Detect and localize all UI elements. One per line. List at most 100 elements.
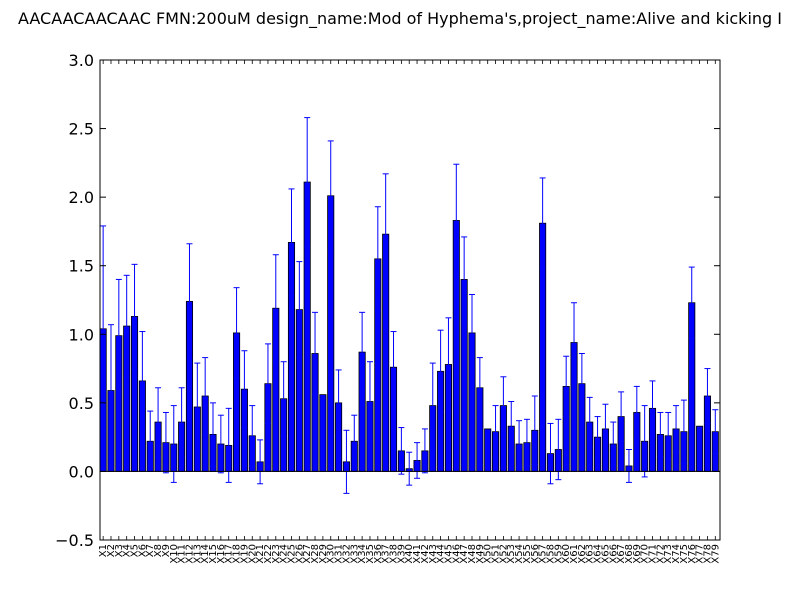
x-tick-label: X10 xyxy=(169,544,180,564)
x-tick-label: X52 xyxy=(498,544,509,564)
error-bar-X28 xyxy=(312,311,319,396)
error-bar-X1 xyxy=(100,225,107,433)
x-tick-label: X21 xyxy=(255,544,266,564)
x-tick-label: X8 xyxy=(153,544,164,557)
x-tick-label: X22 xyxy=(263,544,274,564)
error-bar-X16 xyxy=(217,414,224,474)
error-bar-X30 xyxy=(327,140,334,252)
x-tick-label: X16 xyxy=(216,544,227,564)
error-bar-X6 xyxy=(139,331,146,431)
x-tick-label: X35 xyxy=(365,544,376,564)
x-tick-label: X9 xyxy=(161,544,172,557)
error-bar-X33 xyxy=(351,414,358,468)
error-bar-X46 xyxy=(453,163,460,278)
error-bar-X35 xyxy=(366,361,373,442)
error-bar-X2 xyxy=(107,324,114,457)
error-bar-X12 xyxy=(186,243,193,360)
error-bar-X21 xyxy=(257,439,264,485)
bar-X29 xyxy=(319,394,327,472)
x-tick-label: X76 xyxy=(687,544,698,564)
x-tick-label: X44 xyxy=(436,544,447,564)
x-tick-label: X53 xyxy=(506,544,517,564)
bar-X77 xyxy=(696,425,704,472)
x-tick-label: X46 xyxy=(451,544,462,564)
error-bar-X75 xyxy=(680,399,687,464)
error-bar-X4 xyxy=(123,274,130,378)
error-bar-X49 xyxy=(476,357,483,419)
x-tick-label: X42 xyxy=(420,544,431,564)
error-bar-X23 xyxy=(272,254,279,363)
error-bar-X3 xyxy=(115,278,122,393)
x-tick-label: X43 xyxy=(428,544,439,564)
error-bar-X11 xyxy=(178,387,185,457)
error-bar-X53 xyxy=(508,400,515,452)
error-bar-X27 xyxy=(304,117,311,248)
error-bar-X44 xyxy=(437,329,444,413)
error-bar-X73 xyxy=(665,411,672,460)
error-bar-X18 xyxy=(233,287,240,379)
x-tick-label: X49 xyxy=(475,544,486,564)
x-tick-label: X7 xyxy=(145,544,156,557)
x-tick-label: X12 xyxy=(184,544,195,564)
error-bar-X31 xyxy=(335,369,342,437)
x-tick-label: X6 xyxy=(137,544,148,557)
x-tick-label: X56 xyxy=(530,544,541,564)
y-tick-label: 1.0 xyxy=(69,325,94,344)
x-tick-label: X61 xyxy=(569,544,580,564)
x-tick-label: X57 xyxy=(538,544,549,564)
x-tick-label: X26 xyxy=(294,544,305,564)
error-bar-X14 xyxy=(202,357,209,435)
error-bar-X55 xyxy=(523,418,530,467)
error-bar-X66 xyxy=(610,421,617,467)
x-tick-label: X58 xyxy=(545,544,556,564)
error-bar-X57 xyxy=(539,177,546,269)
y-axis: −0.5 0.0 0.5 1.0 1.5 2.0 2.5 3.0 xyxy=(55,51,720,550)
x-tick-label: X2 xyxy=(106,544,117,557)
x-tick-label: X5 xyxy=(130,544,141,557)
x-tick-label: X79 xyxy=(710,544,721,564)
x-tick-label: X73 xyxy=(663,544,674,564)
error-bar-X62 xyxy=(578,352,585,415)
error-bar-X45 xyxy=(445,317,452,412)
y-tick-label: 2.5 xyxy=(69,120,94,139)
x-tick-label: X30 xyxy=(326,544,337,564)
x-tick-label: X70 xyxy=(640,544,651,564)
x-tick-label: X39 xyxy=(396,544,407,564)
y-tick-label: 0.0 xyxy=(69,462,94,481)
error-bar-X9 xyxy=(162,411,169,474)
error-bar-X34 xyxy=(359,311,366,393)
x-tick-label: X41 xyxy=(412,544,423,564)
x-tick-label: X1 xyxy=(98,544,109,557)
error-bar-X56 xyxy=(531,395,538,466)
x-tick-label: X17 xyxy=(224,544,235,564)
error-bar-X25 xyxy=(288,188,295,297)
x-tick-label: X36 xyxy=(373,544,384,564)
error-bar-X65 xyxy=(602,403,609,455)
x-tick-label: X65 xyxy=(600,544,611,564)
error-bar-X71 xyxy=(649,380,656,437)
error-bar-X24 xyxy=(280,361,287,437)
x-tick-label: X55 xyxy=(522,544,533,564)
x-tick-label: X20 xyxy=(247,544,258,564)
error-bar-X48 xyxy=(469,294,475,372)
x-tick-label: X48 xyxy=(467,544,478,564)
x-tick-label: X67 xyxy=(616,544,627,564)
error-bar-X61 xyxy=(571,302,578,383)
error-bar-X20 xyxy=(249,405,256,467)
error-bar-X72 xyxy=(657,411,664,457)
error-bar-X40 xyxy=(406,451,413,486)
error-bar-X51 xyxy=(492,405,499,459)
error-bars-layer xyxy=(100,117,719,494)
error-bar-X58 xyxy=(547,422,554,485)
x-tick-label: X24 xyxy=(279,544,290,564)
x-tick-label: X72 xyxy=(655,544,666,564)
error-bar-X17 xyxy=(225,407,232,483)
x-tick-label: X63 xyxy=(585,544,596,564)
y-tick-label: 0.5 xyxy=(69,394,94,413)
x-tick-label: X50 xyxy=(483,544,494,564)
x-axis: X1X2X3X4X5X6X7X8X9X10X11X12X13X14X15X16X… xyxy=(98,60,721,564)
bars-layer xyxy=(99,181,719,472)
x-tick-label: X68 xyxy=(624,544,635,564)
error-bar-X47 xyxy=(461,236,468,323)
x-tick-label: X33 xyxy=(349,544,360,564)
